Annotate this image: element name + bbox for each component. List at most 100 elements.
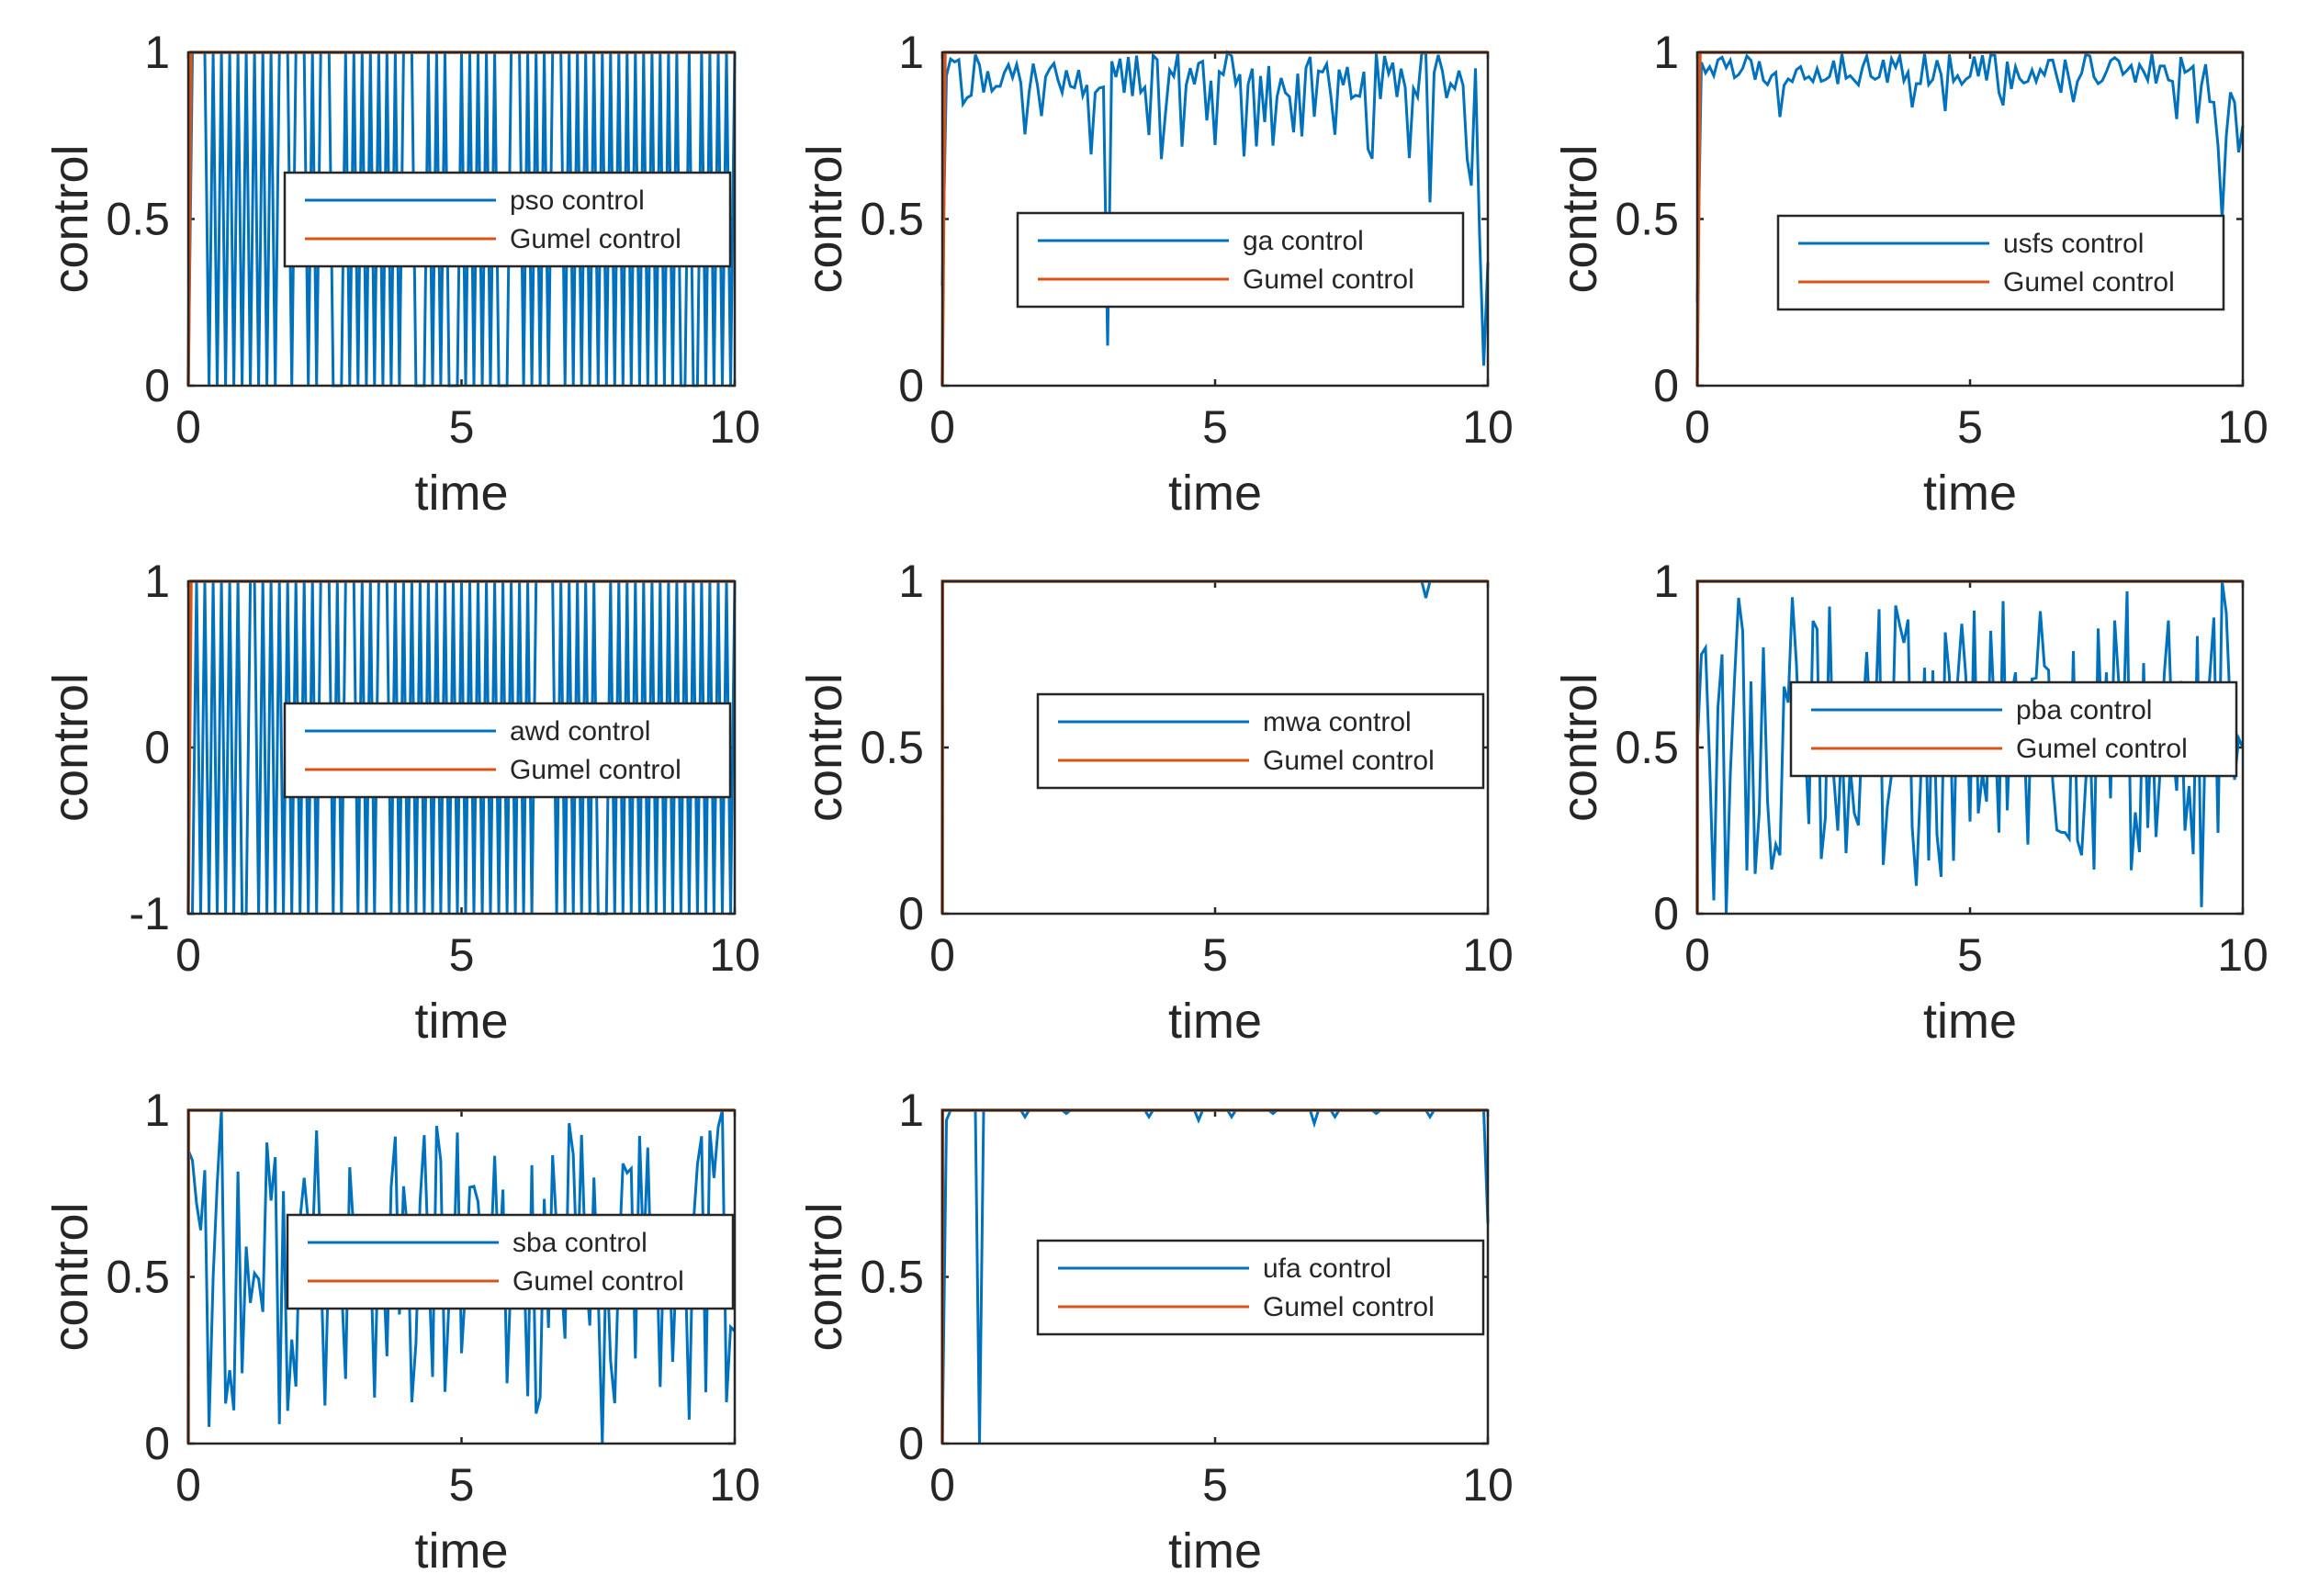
x-tick-label: 5 [1202,929,1228,981]
legend-entry: ga control [1243,226,1364,256]
legend: awd control Gumel control [283,702,732,799]
x-tick-label: 0 [1684,401,1710,453]
y-tick-label: 1 [1653,556,1679,607]
legend-entry: awd control [510,716,650,747]
legend: ga control Gumel control [1016,211,1465,309]
x-tick-label: 10 [2217,929,2269,981]
axes-frame [1695,579,2245,916]
legend-entry: mwa control [1263,707,1412,737]
legend-entry: Gumel control [510,755,681,785]
y-tick-label: 1 [144,1085,170,1136]
y-axis-label: control [43,144,98,293]
x-tick-label: 0 [929,929,955,981]
x-tick-label: 10 [1462,401,1514,453]
legend-entry: Gumel control [2016,734,2188,764]
x-tick-label: 0 [1684,929,1710,981]
axes-frame [186,579,737,916]
axes-frame [940,579,1490,916]
legend-box [1776,214,2225,311]
legend-entry: pba control [2016,695,2152,725]
y-tick-label: 0.5 [860,722,924,773]
x-axis-label: time [414,994,508,1049]
y-axis-label: control [43,673,98,822]
y-tick-label: 0 [1653,360,1679,411]
y-axis-label: control [797,673,852,822]
y-axis-label: control [797,144,852,293]
subplot-7: 0 5 10 0 0.5 1 time control sba control Gumel con… [43,1085,760,1579]
x-axis-label: time [1168,994,1262,1049]
subplot-3: 0 5 10 0 0.5 1 time control usfs control Gumel co… [1552,27,2269,521]
axes-frame [1695,51,2245,388]
legend-entry: ufa control [1263,1253,1391,1284]
legend-box [283,702,732,799]
legend-entry: Gumel control [1263,1292,1435,1322]
x-axis-label: time [1168,466,1262,521]
y-tick-label: 0 [144,1418,170,1469]
legend-box [1036,1239,1485,1336]
y-tick-label: 0 [898,1418,924,1469]
x-tick-label: 5 [1957,401,1983,453]
x-axis-label: time [1923,466,2017,521]
x-tick-label: 5 [449,401,475,453]
legend: usfs control Gumel control [1776,214,2225,311]
y-tick-label: 0.5 [1615,194,1679,245]
axes-frame [186,51,737,388]
x-tick-label: 5 [1957,929,1983,981]
legend-box [1016,211,1465,309]
x-tick-label: 0 [175,401,201,453]
subplot-1: 0 5 10 0 0.5 1 time control pso control Gumel con… [43,27,760,521]
y-tick-label: 1 [898,27,924,78]
subplot-8: 0 5 10 0 0.5 1 time control ufa control Gumel con… [797,1085,1514,1579]
x-tick-label: 10 [1462,1459,1514,1511]
x-tick-label: 10 [2217,401,2269,453]
axes-frame [940,51,1490,388]
y-tick-label: 0.5 [106,1252,170,1303]
y-axis-label: control [797,1202,852,1351]
subplot-2: 0 5 10 0 0.5 1 time control ga control Gumel cont… [797,27,1514,521]
legend-box [1036,692,1485,790]
y-tick-label: 0 [1653,888,1679,939]
x-tick-label: 0 [175,1459,201,1511]
y-tick-label: 0.5 [860,194,924,245]
y-axis-label: control [1552,673,1607,822]
legend-entry: Gumel control [2003,267,2175,298]
axes-frame [186,1108,737,1445]
y-tick-label: 1 [898,556,924,607]
legend-box [283,171,732,268]
x-tick-label: 5 [449,1459,475,1511]
x-axis-label: time [1923,994,2017,1049]
legend: ufa control Gumel control [1036,1239,1485,1336]
legend-entry: Gumel control [510,224,681,254]
y-axis-label: control [1552,144,1607,293]
y-tick-label: 1 [898,1085,924,1136]
subplot-5: 0 5 10 0 0.5 1 time control mwa control Gumel con… [797,556,1514,1049]
x-tick-label: 10 [709,1459,760,1511]
y-tick-label: 1 [1653,27,1679,78]
legend: mwa control Gumel control [1036,692,1485,790]
legend-entry: Gumel control [512,1266,684,1297]
y-tick-label: 0.5 [1615,722,1679,773]
x-tick-label: 10 [1462,929,1514,981]
legend-box [1789,680,2238,778]
legend: sba control Gumel control [286,1213,735,1310]
y-tick-label: 1 [144,27,170,78]
x-tick-label: 5 [1202,401,1228,453]
y-axis-label: control [43,1202,98,1351]
legend-entry: pso control [510,185,645,216]
x-tick-label: 0 [929,401,955,453]
x-axis-label: time [1168,1523,1262,1579]
legend-entry: usfs control [2003,229,2144,259]
y-tick-label: 0 [898,888,924,939]
x-tick-label: 10 [709,929,760,981]
x-tick-label: 5 [1202,1459,1228,1511]
y-tick-label: 0 [898,360,924,411]
subplot-6: 0 5 10 0 0.5 1 time control pba control Gumel con… [1552,556,2269,1049]
legend-entry: sba control [512,1228,647,1258]
legend-entry: Gumel control [1243,264,1414,295]
legend: pso control Gumel control [283,171,732,268]
x-tick-label: 5 [449,929,475,981]
y-tick-label: 0.5 [860,1252,924,1303]
x-tick-label: 0 [929,1459,955,1511]
